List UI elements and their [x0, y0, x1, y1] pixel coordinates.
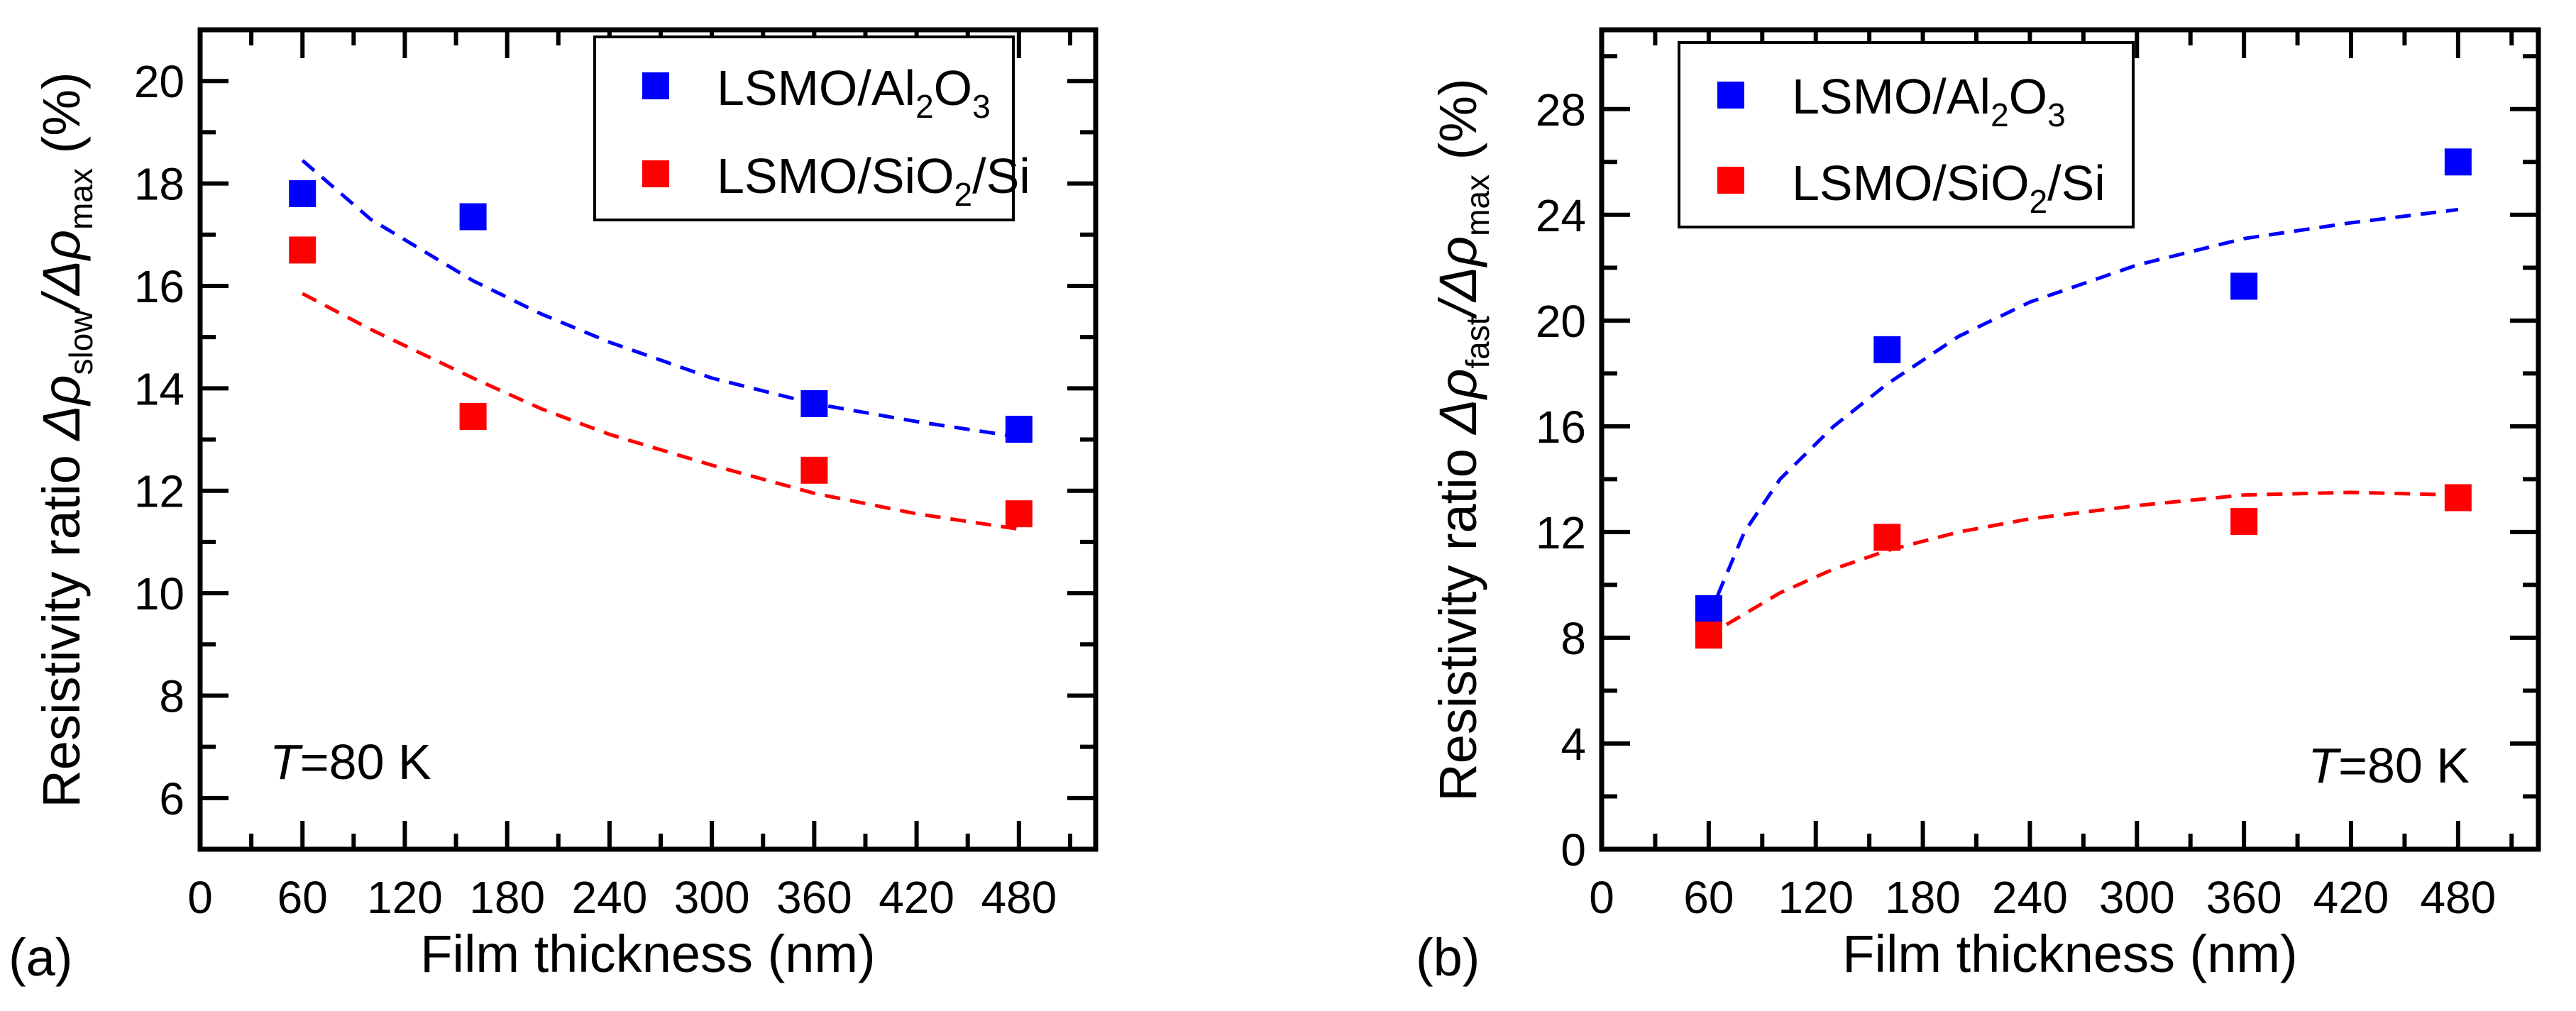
panel-a: 0 60 120 180 240 300 360 420 480 6 8 10 12 14 16 18 20 L…: [9, 27, 1099, 987]
y-axis-title: Resistivity ratio Δρslow/Δρmax (%): [32, 72, 99, 807]
y-tick-label: 10: [134, 568, 185, 619]
data-point: [1695, 621, 1722, 649]
panel-b-legend: LSMO/Al2O3 LSMO/SiO2/Si: [1678, 41, 2135, 228]
legend-box: [1678, 41, 2135, 228]
y-tick-label: 8: [1561, 613, 1586, 664]
x-tick-label: 0: [1589, 872, 1614, 923]
x-axis-title: Film thickness (nm): [1842, 924, 2297, 983]
fit-curve: [301, 159, 1020, 439]
x-tick-label: 480: [981, 872, 1057, 923]
data-point: [2444, 148, 2472, 176]
y-tick-label: 14: [134, 363, 185, 414]
x-tick-label: 300: [674, 872, 750, 923]
y-tick-label: 0: [1561, 824, 1586, 875]
x-tick-label: 240: [572, 872, 648, 923]
y-tick-label: 20: [1536, 296, 1586, 347]
data-point: [2230, 508, 2258, 535]
y-tick-label: 12: [134, 466, 185, 517]
temperature-annotation: T=80 K: [270, 734, 431, 790]
data-point: [1005, 500, 1033, 528]
x-tick-label: 360: [776, 872, 852, 923]
fit-curve: [1716, 207, 2459, 597]
data-point: [1873, 336, 1901, 363]
data-point: [2444, 484, 2472, 512]
x-tick-label: 60: [1683, 872, 1734, 923]
panel-label: (b): [1416, 928, 1480, 987]
y-tick-label: 4: [1561, 719, 1586, 770]
x-tick-label: 0: [187, 872, 213, 923]
data-point: [800, 456, 828, 484]
x-tick-label: 420: [2313, 872, 2389, 923]
panel-a-legend: LSMO/Al2O3 LSMO/SiO2/Si: [593, 35, 1030, 221]
y-tick-label: 12: [1536, 507, 1586, 558]
panel-b-marks: 0 60 120 180 240 300 360 420 480 0 4 8 12 16 20 24 28: [1536, 30, 2538, 923]
legend-marker-red: [1717, 167, 1744, 194]
x-axis-title: Film thickness (nm): [420, 924, 875, 983]
panel-b-frame: [1599, 27, 2541, 852]
y-tick-label: 16: [1536, 402, 1586, 453]
temperature-annotation: T=80 K: [2308, 738, 2470, 793]
legend-label-sio2: LSMO/SiO2/Si: [717, 148, 1030, 213]
panel-a-frame: [197, 27, 1099, 852]
x-tick-label: 60: [277, 872, 328, 923]
y-tick-label: 18: [134, 159, 185, 210]
data-point: [1005, 416, 1033, 443]
x-tick-label: 240: [1992, 872, 2068, 923]
y-tick-label: 24: [1536, 190, 1586, 241]
legend-marker-red: [642, 160, 669, 187]
data-point: [459, 403, 487, 431]
data-point: [800, 390, 828, 417]
data-point: [289, 180, 317, 207]
x-tick-label: 360: [2206, 872, 2282, 923]
y-tick-label: 16: [134, 261, 185, 312]
x-tick-label: 120: [367, 872, 443, 923]
panel-label: (a): [9, 928, 72, 987]
data-point: [1695, 595, 1722, 622]
data-point: [459, 203, 487, 231]
x-tick-label: 420: [879, 872, 954, 923]
y-tick-label: 20: [134, 56, 185, 107]
x-tick-label: 300: [2099, 872, 2175, 923]
y-tick-label: 8: [159, 670, 185, 722]
legend-marker-blue: [1717, 82, 1744, 109]
legend-label-al2o3: LSMO/Al2O3: [717, 60, 991, 125]
legend-marker-blue: [642, 72, 669, 99]
data-point: [2230, 272, 2258, 300]
fit-curve: [302, 292, 1020, 531]
x-tick-label: 480: [2420, 872, 2496, 923]
data-point: [289, 236, 317, 264]
x-tick-label: 180: [1885, 872, 1961, 923]
y-tick-label: 6: [159, 773, 185, 824]
legend-box: [593, 35, 1015, 221]
y-axis-title: Resistivity ratio Δρfast/Δρmax (%): [1429, 78, 1496, 801]
x-tick-label: 120: [1778, 872, 1854, 923]
panel-b: 0 60 120 180 240 300 360 420 480 0 4 8 12 16 20 24 28 LS…: [1416, 27, 2541, 987]
y-tick-label: 28: [1536, 84, 1586, 136]
legend-label-al2o3: LSMO/Al2O3: [1792, 69, 2066, 133]
legend-label-sio2: LSMO/SiO2/Si: [1792, 155, 2106, 220]
x-tick-label: 180: [469, 872, 545, 923]
panel-a-marks: 0 60 120 180 240 300 360 420 480 6 8 10 12 14 16 18 20: [134, 28, 1096, 923]
data-point: [1873, 524, 1901, 551]
fit-curve: [1725, 490, 2458, 626]
